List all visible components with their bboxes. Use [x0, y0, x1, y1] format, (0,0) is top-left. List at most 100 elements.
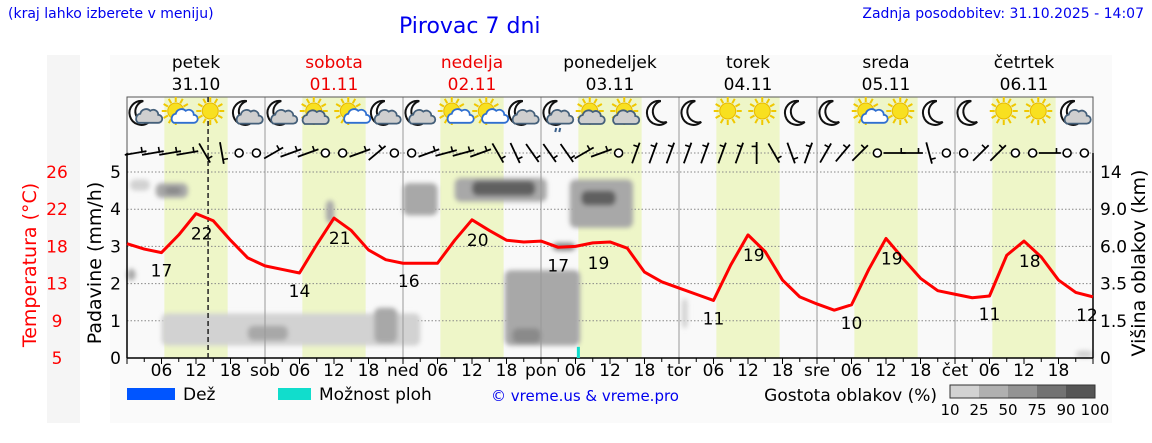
wind-barb-icon	[631, 142, 641, 164]
weather-icon-sun	[989, 97, 1018, 125]
wind-barb-icon	[435, 146, 457, 157]
weather-icon-moon-cloud-drizzle	[542, 99, 575, 133]
sun-ray	[907, 103, 913, 108]
wind-calm-icon	[406, 148, 417, 158]
cloud-icon	[577, 109, 606, 125]
wind-barb-icon	[767, 143, 782, 163]
cloud-patch	[581, 190, 616, 206]
sun-ray	[163, 103, 169, 108]
sun-icon	[1029, 102, 1047, 120]
wind-barb-icon	[297, 145, 319, 158]
wind-barb	[378, 144, 383, 150]
x-hour-label: 18	[220, 361, 242, 381]
precip-tick-label: 0	[110, 349, 121, 369]
sun-ray	[991, 114, 997, 119]
precip-tick-label: 1	[110, 312, 121, 332]
wind-barb	[222, 157, 229, 161]
wind-barb-icon	[452, 146, 475, 157]
cloud-icon	[546, 109, 575, 125]
x-hour-label: 06	[979, 361, 1001, 381]
cloud-icon	[481, 108, 510, 124]
moon-icon	[956, 99, 978, 126]
wind-shaft	[989, 144, 1007, 162]
weather-icon-sun-cloud	[575, 97, 606, 125]
cloud-height-tick-label: 14	[1100, 163, 1122, 183]
legend-density-tick: 10	[940, 401, 959, 419]
sun-ray	[301, 103, 307, 108]
wind-calm-icon	[958, 148, 969, 158]
wind-shaft	[786, 142, 796, 164]
legend-rain-label: Dež	[183, 385, 216, 405]
x-hour-label: 18	[496, 361, 518, 381]
wind-barb	[586, 144, 591, 151]
legend-density-tick: 75	[1027, 401, 1046, 419]
cloud-icon	[1063, 109, 1092, 125]
wind-shaft	[349, 148, 371, 158]
sun-ray	[1025, 114, 1031, 119]
weather-icon-sun-cloud-light	[161, 97, 199, 125]
weather-icon-sun	[748, 97, 777, 125]
wind-barb-icon	[648, 142, 658, 164]
x-day-label: sob	[250, 361, 280, 381]
temperature-label: 19	[881, 249, 903, 269]
wind-shaft	[469, 148, 492, 158]
weather-icon-moon	[922, 99, 944, 126]
sun-ray	[991, 103, 997, 108]
legend-density-tick: 50	[998, 401, 1017, 419]
cloud-patch	[164, 186, 182, 195]
sun-icon	[201, 102, 219, 120]
wind-barb	[719, 144, 725, 148]
cloud-patch	[681, 298, 688, 329]
x-hour-label: 12	[875, 361, 897, 381]
sun-ray	[719, 118, 725, 124]
temp-axis-title: Temperatura (°C)	[19, 183, 41, 348]
wind-shaft	[418, 148, 440, 158]
copyright-link[interactable]: © vreme.us & vreme.pro	[491, 387, 679, 405]
sun-ray	[597, 103, 603, 108]
sun-ray	[715, 103, 721, 108]
sun-ray	[183, 103, 189, 108]
wind-barb-icon	[368, 144, 387, 161]
weather-icon-sun-cloud	[299, 97, 330, 125]
weather-icon-sun-cloud	[610, 97, 641, 125]
sun-ray	[163, 114, 169, 119]
sun-ray	[731, 98, 736, 104]
cloud-icon	[135, 108, 164, 124]
sun-ray	[439, 103, 445, 108]
legend-density-swatch	[1037, 385, 1066, 398]
weather-icon-moon-cloud	[508, 99, 540, 126]
wind-barb	[860, 144, 866, 149]
x-day-label: pon	[525, 361, 557, 381]
cloud-patch	[247, 325, 288, 341]
wind-barb	[824, 144, 830, 148]
x-day-label: ned	[387, 361, 419, 381]
weather-icon-moon	[784, 99, 806, 126]
wind-barb	[702, 144, 708, 148]
wind-calm-icon	[1062, 148, 1072, 158]
temperature-label: 14	[289, 282, 311, 302]
legend-density-tick: 100	[1081, 401, 1110, 419]
day-name: ponedeljek	[563, 53, 657, 73]
cloud-height-tick-label: 9.0	[1100, 200, 1127, 220]
sun-ray	[478, 98, 483, 104]
wind-barb-icon	[418, 145, 440, 158]
wind-barb-icon	[717, 142, 727, 164]
sun-ray	[892, 118, 897, 124]
cloud-layer	[127, 177, 1093, 358]
x-hour-label: 06	[427, 361, 449, 381]
moon-icon	[922, 99, 944, 126]
location-hint[interactable]: (kraj lahko izberete v meniju)	[8, 6, 214, 22]
wind-barb	[998, 144, 1004, 149]
sun-ray	[735, 114, 741, 119]
x-day-label: sre	[804, 361, 830, 381]
daylight-band	[440, 97, 504, 358]
day-date: 31.10	[172, 75, 221, 95]
wind-barb-icon	[925, 142, 936, 164]
sun-ray	[903, 118, 909, 124]
temperature-label: 21	[329, 229, 351, 249]
day-name: petek	[172, 53, 220, 73]
sun-ray	[754, 118, 759, 124]
wind-shaft	[263, 146, 284, 160]
legend-density-swatch	[979, 385, 1008, 398]
cloud-icon	[373, 109, 402, 125]
